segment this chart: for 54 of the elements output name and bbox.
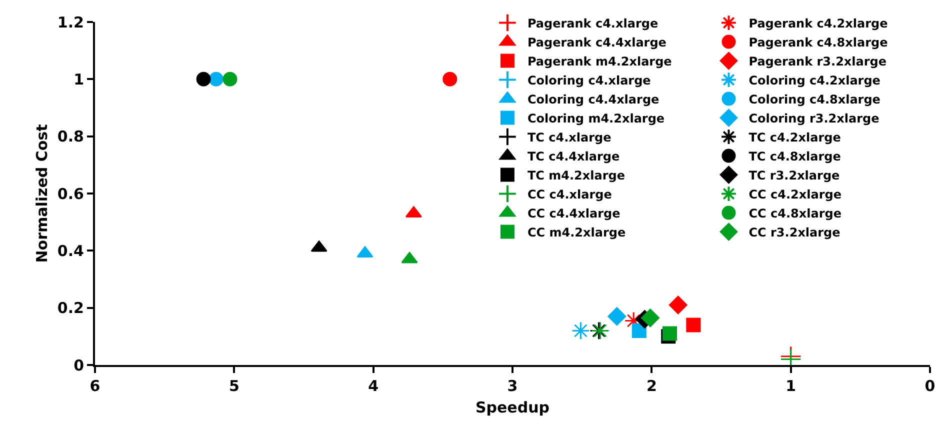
y-axis-title: Normalized Cost <box>33 124 52 263</box>
legend-label: Pagerank m4.2xlarge <box>527 54 672 68</box>
legend-label: Pagerank r3.2xlarge <box>748 54 887 68</box>
legend-label: TC c4.4xlarge <box>527 149 620 164</box>
x-axis-title: Speedup <box>475 398 550 416</box>
legend-label: Coloring m4.2xlarge <box>527 111 665 126</box>
legend-label: CC c4.4xlarge <box>527 206 620 220</box>
y-tick-label: 0.8 <box>57 128 84 146</box>
x-tick-label: 6 <box>90 377 100 395</box>
x-tick-label: 2 <box>646 377 657 395</box>
point <box>608 307 626 326</box>
point <box>196 72 211 86</box>
legend-label: TC r3.2xlarge <box>748 168 840 182</box>
point <box>208 72 224 86</box>
legend-label: Pagerank c4.xlarge <box>527 16 658 30</box>
legend-label: Coloring c4.xlarge <box>527 73 651 88</box>
y-tick-label: 0.6 <box>57 184 84 203</box>
legend-label: CC c4.xlarge <box>527 187 612 202</box>
legend-label: Pagerank c4.2xlarge <box>748 16 888 30</box>
point <box>632 323 646 338</box>
x-tick-label: 4 <box>368 377 379 395</box>
legend-label: Pagerank c4.8xlarge <box>748 35 888 50</box>
y-tick-label: 0 <box>74 356 84 374</box>
point <box>686 318 701 332</box>
y-tick-label: 0.2 <box>57 299 84 318</box>
legend-label: CC m4.2xlarge <box>527 225 626 240</box>
point <box>356 246 374 258</box>
legend-label: TC c4.8xlarge <box>748 149 841 164</box>
legend-label: TC c4.xlarge <box>527 130 612 144</box>
y-tick-label: 1.2 <box>57 13 84 32</box>
y-tick-label: 1 <box>74 70 84 88</box>
point <box>662 326 678 341</box>
point <box>401 252 418 264</box>
point <box>668 296 688 314</box>
point <box>641 308 660 328</box>
legend-label: Coloring c4.8xlarge <box>748 92 880 106</box>
legend-label: Pagerank c4.4xlarge <box>527 35 666 50</box>
point <box>222 72 238 86</box>
legend-label: CC c4.2xlarge <box>748 187 842 202</box>
legend-label: TC c4.2xlarge <box>748 130 841 144</box>
legend-label: CC c4.8xlarge <box>748 206 842 220</box>
legend-label: Coloring r3.2xlarge <box>748 111 880 126</box>
point <box>442 72 458 86</box>
legend-label: TC m4.2xlarge <box>527 168 625 182</box>
y-tick-label: 0.4 <box>57 242 84 260</box>
x-tick-label: 5 <box>228 377 240 395</box>
legend-label: Coloring c4.4xlarge <box>527 92 660 106</box>
point <box>572 322 590 340</box>
legend-label: CC r3.2xlarge <box>748 225 840 240</box>
x-tick-label: 3 <box>507 377 518 395</box>
x-tick-label: 1 <box>786 377 796 395</box>
x-tick-label: 0 <box>924 377 936 395</box>
point <box>405 206 422 218</box>
legend-label: Coloring c4.2xlarge <box>748 73 880 88</box>
